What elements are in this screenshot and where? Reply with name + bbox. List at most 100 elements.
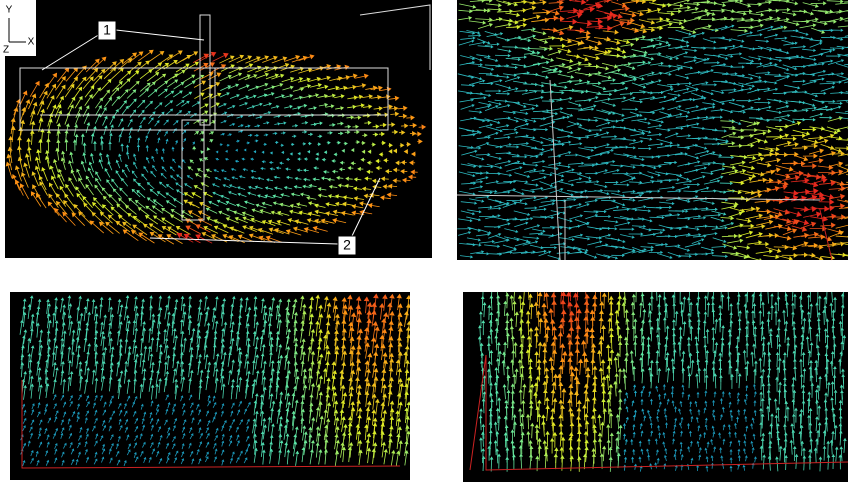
vector-head [188, 304, 192, 308]
vector-head [21, 345, 25, 349]
vector [793, 243, 805, 248]
vector-head [379, 334, 385, 340]
vector-head [257, 124, 261, 128]
vector [504, 77, 518, 82]
vector-head [281, 150, 284, 155]
vector-head [537, 51, 541, 55]
vector [286, 349, 289, 362]
vector-head [480, 185, 484, 189]
vector [664, 214, 678, 217]
vector [631, 36, 643, 40]
vector-head [195, 130, 200, 135]
vector-head [275, 166, 279, 170]
vector [103, 317, 106, 330]
vector [187, 307, 191, 320]
vector-head [561, 174, 565, 178]
vector-head [703, 166, 707, 170]
vector-head [342, 195, 347, 200]
vector [693, 57, 705, 60]
vector [145, 137, 147, 142]
vector-head [516, 12, 521, 18]
vector [713, 54, 726, 59]
vector-head [76, 168, 80, 173]
vector-head [527, 174, 531, 178]
vector [524, 183, 537, 186]
vector [164, 307, 168, 320]
vector [746, 123, 757, 128]
vector [522, 241, 536, 246]
vector [659, 111, 670, 116]
vector [107, 325, 111, 338]
vector-head [201, 80, 207, 85]
vector [781, 117, 793, 123]
vector [476, 93, 489, 96]
vector-head [64, 138, 69, 143]
vector [817, 10, 830, 12]
vector-head [732, 44, 736, 48]
vector-head [249, 133, 253, 137]
vector [148, 183, 155, 190]
vector [790, 180, 805, 183]
vector [151, 225, 164, 234]
vector-head [389, 293, 395, 299]
vector [246, 201, 255, 206]
vector-head [850, 99, 853, 102]
vector-head [99, 296, 104, 300]
vector-head [533, 119, 537, 123]
vector [699, 70, 712, 75]
vector [281, 78, 291, 83]
vector [774, 19, 787, 22]
vector [550, 85, 565, 88]
vector-head [27, 337, 31, 341]
vector [240, 194, 247, 198]
vector-head [165, 119, 169, 123]
vector [206, 193, 213, 198]
vector [611, 237, 624, 242]
vector-head [109, 132, 113, 137]
vector-head [228, 351, 232, 356]
vector-head [549, 173, 553, 177]
vector [711, 99, 723, 104]
vector [84, 96, 91, 106]
vector [134, 163, 138, 170]
vector [772, 48, 787, 54]
vector-head [89, 76, 94, 81]
vector [647, 125, 660, 129]
vector-head [340, 344, 346, 349]
vector [621, 26, 635, 31]
vector-head [612, 103, 617, 107]
vector-head [293, 298, 298, 303]
vector [838, 253, 848, 257]
vector-head [560, 107, 564, 111]
vector-head [610, 148, 614, 153]
vector-head [78, 295, 82, 299]
vector [205, 175, 211, 179]
vector-head [302, 168, 307, 173]
vector [163, 331, 166, 344]
vector [736, 1, 749, 6]
vector [141, 234, 155, 244]
vector-head [838, 54, 841, 58]
vector-head [711, 251, 715, 255]
vector [103, 69, 114, 80]
vector-head [661, 107, 665, 111]
vector [461, 151, 475, 156]
vector [775, 235, 788, 239]
vector [126, 166, 130, 173]
vector [156, 339, 159, 352]
vector-head [199, 201, 204, 207]
vector-head [527, 38, 532, 43]
vector-head [230, 303, 235, 307]
vector-head [821, 177, 828, 184]
vector-head [58, 168, 63, 173]
vector [147, 207, 157, 215]
vector [665, 68, 678, 74]
vector-head [731, 141, 736, 146]
vector [46, 159, 51, 170]
vector-head [382, 122, 387, 128]
vector-head [576, 12, 583, 19]
vector-head [221, 328, 225, 332]
vector [286, 301, 290, 314]
vector [720, 142, 732, 146]
